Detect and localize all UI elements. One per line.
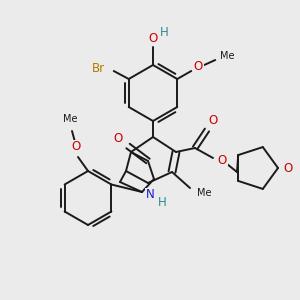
Text: O: O <box>113 131 123 145</box>
Text: O: O <box>194 61 203 74</box>
Text: O: O <box>208 115 217 128</box>
Text: O: O <box>148 32 158 46</box>
Text: O: O <box>71 140 81 154</box>
Text: Me: Me <box>197 188 211 198</box>
Text: H: H <box>160 26 168 38</box>
Text: O: O <box>284 161 292 175</box>
Text: H: H <box>158 196 166 208</box>
Text: Me: Me <box>220 51 235 61</box>
Text: N: N <box>146 188 154 202</box>
Text: O: O <box>218 154 226 166</box>
Text: Br: Br <box>92 61 105 74</box>
Text: Me: Me <box>63 114 77 124</box>
